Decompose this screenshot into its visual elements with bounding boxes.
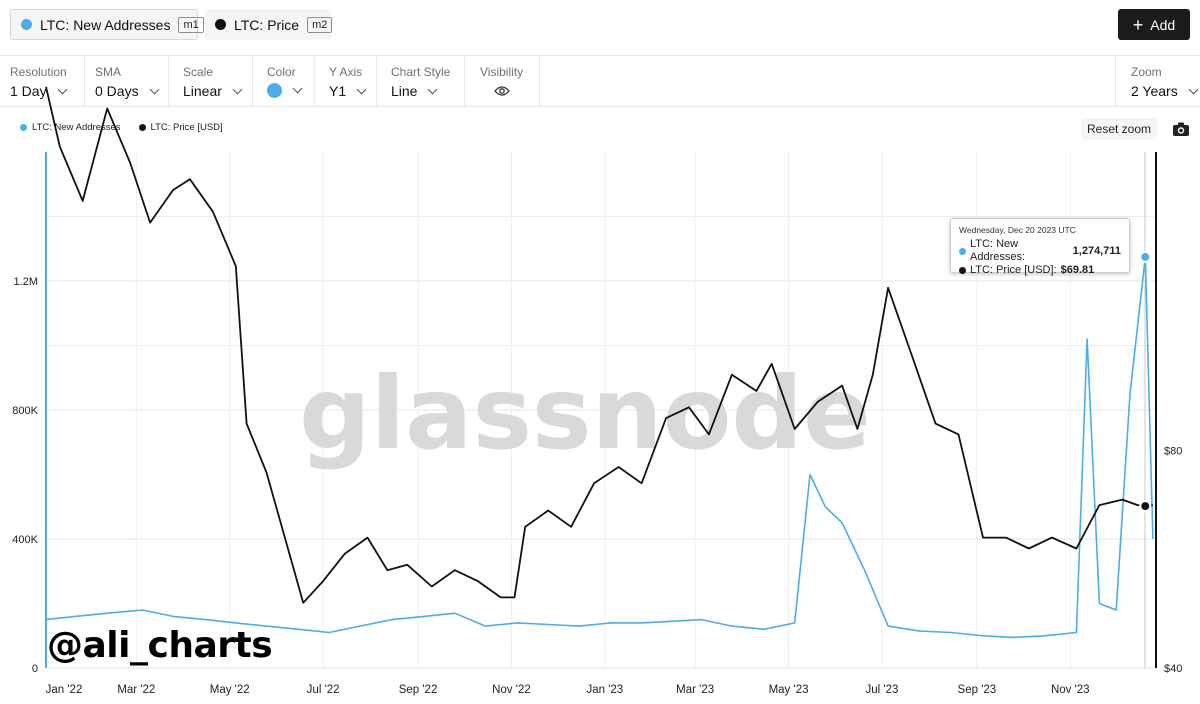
control-label: Color (267, 65, 296, 79)
y-axis-control[interactable]: Y Axis Y1 (315, 56, 377, 107)
tooltip-addresses-label: LTC: New Addresses: (970, 238, 1026, 263)
tooltip-price-label: LTC: Price [USD]: (970, 264, 1057, 276)
visibility-control[interactable]: Visibility (465, 56, 540, 107)
x-tick-label: Jul '22 (307, 684, 340, 696)
legend-dot (138, 124, 146, 131)
sma-control[interactable]: SMA 0 Days (85, 56, 169, 107)
gridlines (45, 152, 1156, 669)
y-axis-value: Y1 (329, 83, 347, 99)
control-label: Y Axis (329, 65, 363, 79)
x-tick-label: Nov '23 (1051, 684, 1090, 696)
hover-point-price (1139, 500, 1152, 513)
author-handle: @ali_charts (47, 625, 273, 666)
sma-value: 0 Days (95, 83, 139, 99)
y-left-tick-label: 800K (12, 405, 38, 417)
legend-label: LTC: New Addresses (32, 122, 121, 133)
metric-label: LTC: Price (234, 16, 300, 33)
legend-dot (20, 124, 27, 131)
add-button[interactable]: + Add (1118, 9, 1190, 40)
metric-chip-new-addresses[interactable]: LTC: New Addresses m1 (10, 9, 204, 40)
x-tick-label: Jan '23 (586, 684, 623, 696)
x-tick-label: May '23 (769, 684, 809, 696)
hover-point-new-addresses (1139, 250, 1152, 263)
add-button-label: Add (1150, 16, 1176, 33)
control-label: Scale (183, 65, 214, 79)
hover-tooltip: Wednesday, Dec 20 2023 UTC LTC: New Addr… (950, 218, 1130, 276)
series-color-dot (21, 19, 32, 30)
y-left-tick-label: 0 (32, 663, 38, 675)
chart-controls: Resolution 1 Day SMA 0 Days Scale Linear… (0, 55, 1200, 107)
scale-value: Linear (183, 83, 222, 99)
scale-control[interactable]: Scale Linear (169, 56, 253, 107)
tooltip-row-addresses: LTC: New Addresses: 1,274,711 (959, 238, 1121, 264)
x-tick-label: Sep '22 (399, 684, 438, 696)
legend-label: LTC: Price [USD] (150, 122, 223, 133)
x-tick-label: Mar '23 (676, 684, 714, 696)
resolution-value: 1 Day (10, 83, 47, 99)
x-tick-label: Jan '22 (46, 684, 83, 696)
legend-item-price[interactable]: LTC: Price [USD] (138, 122, 223, 133)
x-tick-label: Mar '22 (117, 684, 155, 696)
y-right-tick-label: $80 (1164, 446, 1182, 458)
metric-tag: m2 (307, 16, 333, 33)
x-tick-label: Sep '23 (958, 684, 997, 696)
chart-legend: LTC: New Addresses LTC: Price [USD] (20, 122, 223, 133)
camera-icon[interactable] (1172, 121, 1190, 137)
y-right-tick-label: $40 (1164, 663, 1182, 675)
series-line-price (45, 86, 1154, 604)
y-left-tick-label: 1.2M (14, 276, 38, 288)
x-tick-label: Jul '23 (865, 684, 898, 696)
series-color-dot (215, 19, 226, 30)
chart-style-control[interactable]: Chart Style Line (377, 56, 465, 107)
tooltip-dot (959, 267, 966, 274)
x-tick-label: Nov '22 (492, 684, 531, 696)
zoom-control[interactable]: Zoom 2 Years (1115, 56, 1200, 107)
x-axis-ticks: Jan '22 Mar '22 May '22 Jul '22 Sep '22 Nov '… (46, 684, 1090, 696)
control-label: Zoom (1131, 65, 1162, 79)
y-axis-ticks: 0 400K 800K 1.2M $40 $80 (12, 276, 1182, 675)
x-tick-label: May '22 (210, 684, 250, 696)
plus-icon: + (1132, 14, 1144, 35)
eye-icon (480, 83, 539, 97)
metric-chip-price[interactable]: LTC: Price m2 (205, 9, 333, 40)
resolution-control[interactable]: Resolution 1 Day (0, 56, 85, 107)
control-label: Visibility (480, 65, 524, 79)
reset-zoom-button[interactable]: Reset zoom (1081, 118, 1157, 140)
chart-style-value: Line (391, 83, 418, 99)
control-label: Chart Style (391, 65, 451, 79)
metric-bar: LTC: New Addresses m1 LTC: Price m2 + Ad… (0, 0, 1200, 50)
series-group (45, 86, 1154, 639)
metric-tag: m1 (178, 16, 204, 33)
color-control[interactable]: Color (253, 56, 315, 107)
control-label: Resolution (10, 65, 67, 79)
tooltip-dot (959, 247, 966, 255)
tooltip-date: Wednesday, Dec 20 2023 UTC (959, 225, 1076, 235)
color-swatch (267, 83, 282, 98)
zoom-value: 2 Years (1131, 83, 1178, 99)
legend-item-new-addresses[interactable]: LTC: New Addresses (20, 122, 121, 133)
tooltip-row-price: LTC: Price [USD]: $69.81 (959, 264, 1121, 277)
y-left-tick-label: 400K (12, 534, 38, 546)
watermark: glassnode (299, 355, 871, 472)
metric-label: LTC: New Addresses (40, 16, 171, 33)
tooltip-price-value: $69.81 (1060, 264, 1095, 276)
series-line-new-addresses (45, 256, 1154, 639)
hover-markers (1139, 250, 1152, 513)
control-label: SMA (95, 65, 122, 79)
tooltip-addresses-value: 1,274,711 (1072, 244, 1121, 257)
